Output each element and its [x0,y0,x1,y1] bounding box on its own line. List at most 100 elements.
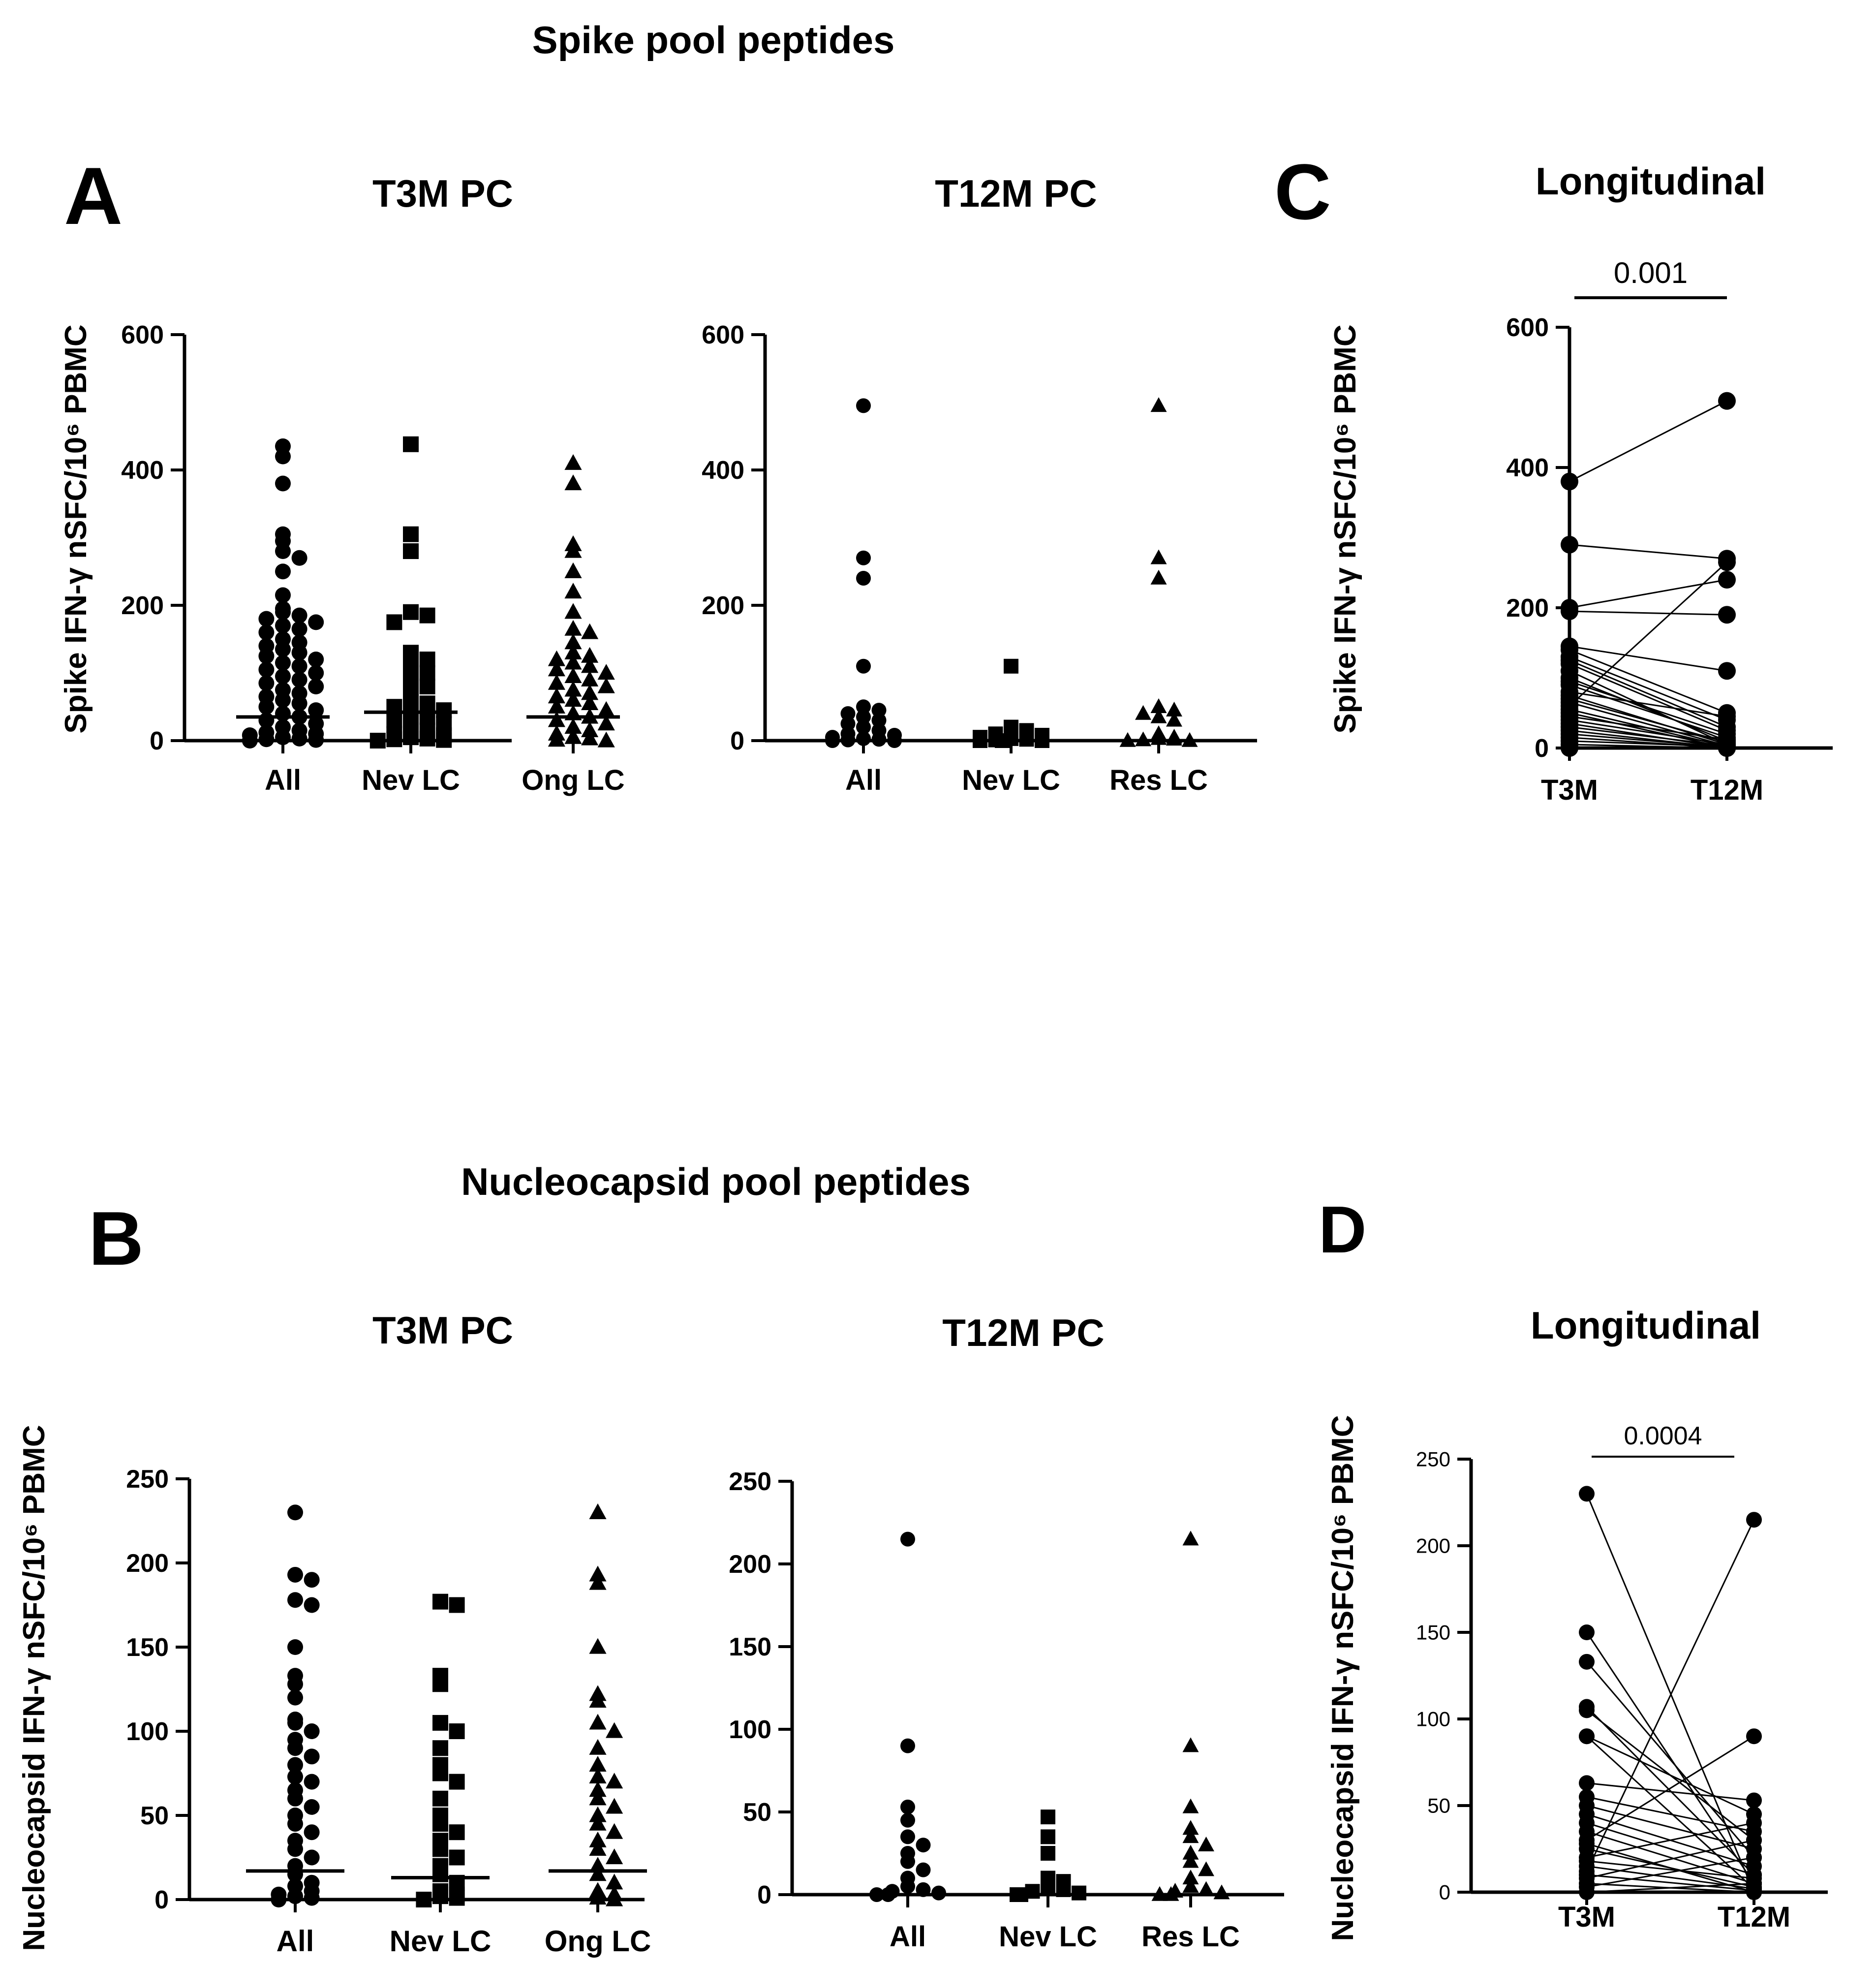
x-tick-label: All [845,764,882,796]
data-point [449,1723,465,1739]
y-tick-label: 50 [1427,1794,1450,1817]
y-tick-label: 400 [121,456,164,485]
data-point [304,1723,320,1739]
chart-spike-longitudinal: Longitudinal 0 200 400 600 T3M T12M Spike IFN-γ… [1328,159,1833,806]
data-point [1198,1861,1214,1876]
data-point [304,1572,320,1588]
data-point [287,1592,303,1608]
data-point [403,526,419,542]
data-point [900,1829,915,1844]
series-ong-lc [549,1503,647,1906]
data-point [856,699,871,715]
data-point [403,729,419,746]
pair-line [1569,677,1727,742]
data-point-t12m [1746,1849,1762,1866]
data-point-t12m [1718,553,1736,571]
data-point-t3m [1579,1486,1595,1502]
pair-line [1586,1874,1754,1891]
data-point [581,657,599,673]
pair-line [1569,610,1727,616]
data-point [597,677,615,693]
p-value-annotation: 0.0004 [1624,1422,1702,1450]
data-point [548,650,565,666]
y-tick-label: 50 [743,1798,771,1827]
data-point [589,1574,607,1590]
data-point [275,618,291,634]
data-point [564,542,582,558]
data-point [419,730,435,747]
data-point [564,654,582,670]
data-point [606,1848,623,1865]
x-tick-label: T12M [1718,1901,1790,1933]
data-point [597,731,615,748]
data-point [564,667,582,683]
chart-nucleocapsid-longitudinal: Longitudinal 0 50 100 150 200 250 T3M T12M Nucleo… [1326,1304,1828,1941]
pair-line [1586,1822,1754,1859]
data-point [291,550,308,566]
x-tick-label: T12M [1691,774,1763,806]
data-point-t3m [1579,1775,1595,1791]
x-tick-label: T3M [1558,1901,1615,1933]
data-point [403,543,419,559]
data-point [432,1841,448,1857]
data-point [581,729,599,746]
data-point [291,730,308,747]
data-point-t3m [1579,1702,1595,1718]
series-res-lc [1151,1530,1230,1901]
data-point [606,1798,623,1814]
data-point [432,1593,448,1610]
data-point [308,665,324,681]
pair-line [1569,659,1727,728]
data-point [1182,1530,1199,1546]
series-all [246,1504,344,1907]
pair-line [1569,400,1727,482]
pair-line [1569,663,1727,731]
y-tick-label: 0 [150,727,164,755]
data-point [432,1790,448,1807]
data-point [419,652,435,667]
data-point [419,695,435,712]
data-point [564,681,582,697]
data-point-t12m [1718,392,1736,410]
pair-line [1568,562,1728,707]
data-point [597,664,615,680]
y-tick-label: 0 [730,727,744,755]
data-point [606,1890,623,1906]
data-point [887,733,902,748]
data-point [1198,1881,1214,1896]
data-point [449,1824,465,1841]
data-point [304,1748,320,1765]
data-point [287,1566,303,1583]
pair-line [1586,1493,1755,1893]
data-point [291,695,308,712]
data-point [403,436,419,452]
pair-line [1569,701,1727,747]
data-point [1004,658,1018,674]
data-point [564,728,582,744]
data-point [308,732,324,748]
data-point [840,706,856,721]
data-point [1041,1846,1055,1861]
data-point [287,1757,303,1773]
data-point [1150,549,1167,564]
data-point-t12m [1718,707,1736,725]
y-axis-title: Spike IFN-γ nSFC/10⁶ PBMC [1328,324,1362,733]
data-point [1182,1844,1199,1860]
data-point [597,701,615,717]
x-tick-label: All [265,764,301,796]
data-point [436,702,452,718]
pair-line [1586,1735,1754,1815]
data-point [1072,1885,1086,1901]
y-tick-label: 100 [1416,1708,1450,1731]
data-point [291,658,308,674]
data-point [308,614,324,630]
chart-spike-t3m: T3M PC 0 200 400 600 All Nev LC Ong LC Spike IFN… [59,172,625,796]
data-point [1182,1870,1199,1885]
data-point [275,729,291,746]
data-point [275,587,291,603]
data-point [304,1890,320,1906]
p-value-annotation: 0.001 [1614,256,1688,289]
data-point [589,1714,607,1730]
data-point [258,661,275,678]
panel-letter-d: D [1319,1192,1367,1267]
